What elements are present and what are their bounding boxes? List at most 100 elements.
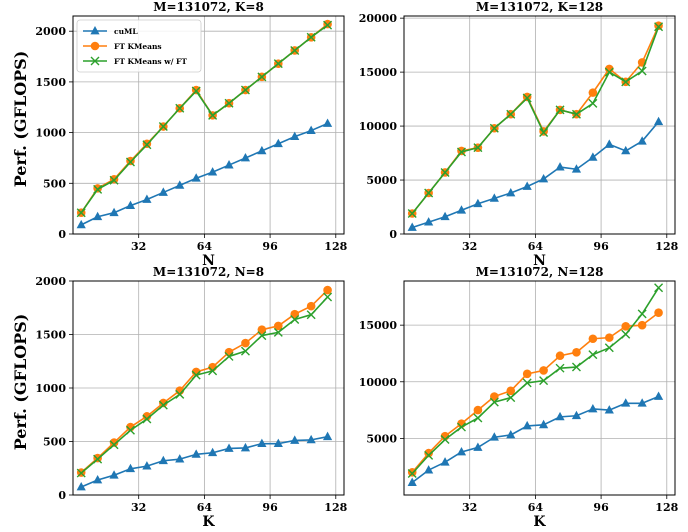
data-point-triangle — [522, 420, 532, 430]
y-tick-label: 5000 — [366, 432, 397, 445]
chart-panel-4: 32 64 96 128 5000 10000 15000 M=131072, N=128 K — [359, 265, 679, 530]
data-point-x — [637, 309, 647, 319]
data-point-x — [273, 59, 283, 69]
plot-frame — [403, 15, 676, 235]
data-point-x — [208, 366, 218, 376]
data-point-x — [522, 378, 532, 388]
x-tick-label: 128 — [655, 240, 678, 253]
data-point-x — [142, 140, 152, 150]
data-point-x — [539, 376, 549, 386]
series-line-1 — [411, 395, 659, 484]
data-point-circle — [290, 309, 300, 319]
data-point-triangle — [473, 198, 483, 208]
legend-marker-x — [90, 56, 100, 66]
x-tick-label: 32 — [131, 501, 146, 514]
y-tick-label: 500 — [43, 436, 66, 449]
y-tick-label: 10000 — [359, 376, 398, 389]
data-point-triangle — [424, 217, 434, 226]
data-point-x — [489, 397, 499, 407]
data-point-x — [290, 315, 300, 325]
plot-frame — [72, 280, 345, 496]
data-point-triangle — [175, 454, 185, 463]
chart-title: M=131072, K=128 — [476, 0, 603, 14]
x-tick-label: 64 — [197, 501, 213, 514]
data-point-x — [175, 389, 185, 399]
data-point-triangle — [522, 181, 532, 190]
data-point-x — [588, 350, 598, 360]
chart-panel-2: 32 64 96 128 0 5000 10000 15000 20000 M=131072, K… — [359, 0, 679, 269]
data-point-triangle — [322, 118, 333, 127]
y-tick-label: 0 — [58, 489, 66, 502]
data-point-circle — [588, 88, 598, 97]
data-point-triangle — [208, 167, 218, 176]
x-tick-label: 128 — [324, 240, 347, 253]
data-point-x — [522, 93, 532, 103]
data-point-triangle — [621, 145, 631, 155]
data-point-x — [175, 103, 185, 113]
y-tick-label: 500 — [43, 177, 66, 190]
data-point-x — [489, 123, 499, 133]
data-point-circle — [522, 369, 532, 379]
data-point-triangle — [224, 160, 234, 169]
data-point-triangle — [456, 446, 467, 456]
data-point-triangle — [208, 447, 218, 457]
data-point-circle — [588, 334, 598, 344]
series-line-1 — [80, 435, 328, 488]
data-point-x — [637, 66, 647, 76]
data-point-x — [604, 343, 614, 353]
data-point-x — [125, 157, 135, 167]
y-tick-label: 2000 — [35, 25, 66, 38]
data-point-triangle — [76, 481, 86, 491]
data-point-triangle — [142, 461, 152, 470]
x-tick-label: 96 — [593, 501, 609, 514]
data-point-circle — [572, 348, 581, 357]
data-point-triangle — [257, 438, 267, 448]
data-point-x — [240, 346, 250, 356]
x-tick-label: 32 — [462, 501, 477, 514]
data-point-circle — [555, 351, 565, 361]
data-point-circle — [506, 386, 516, 396]
data-point-triangle — [588, 403, 598, 413]
y-tick-label: 2000 — [35, 275, 66, 288]
y-tick-label: 10000 — [359, 120, 398, 133]
data-point-x — [208, 110, 218, 120]
data-point-circle — [621, 321, 631, 331]
data-point-x — [191, 86, 201, 96]
data-point-circle — [424, 448, 433, 458]
data-point-triangle — [489, 193, 499, 202]
data-point-x — [224, 351, 234, 361]
data-point-circle — [473, 405, 483, 415]
data-point-x — [323, 20, 333, 30]
legend-box — [76, 19, 202, 73]
y-tick-label: 15000 — [359, 319, 398, 332]
data-point-triangle — [273, 438, 283, 448]
data-point-x — [109, 175, 119, 185]
data-point-x — [424, 450, 434, 460]
legend-label: FT KMeans w/ FT — [114, 57, 187, 66]
data-point-x — [473, 143, 483, 153]
series-line-2 — [411, 312, 660, 473]
data-point-circle — [142, 412, 152, 421]
data-point-triangle — [306, 434, 316, 444]
data-point-triangle — [109, 207, 119, 217]
data-point-triangle — [125, 463, 136, 473]
x-tick-label: 32 — [131, 240, 146, 253]
series-line-2 — [80, 289, 329, 474]
x-tick-label: 96 — [262, 240, 278, 253]
y-axis-label: Perf. (GFLOPS) — [11, 51, 30, 188]
legend-label: cuML — [114, 27, 138, 36]
data-point-triangle — [240, 152, 251, 162]
data-point-x — [125, 425, 135, 435]
y-tick-label: 1500 — [35, 329, 66, 342]
data-point-x — [407, 468, 417, 478]
data-point-triangle — [76, 219, 86, 229]
data-point-circle — [257, 325, 267, 334]
legend-marker-triangle — [90, 26, 100, 35]
data-point-x — [456, 147, 466, 157]
data-point-x — [158, 400, 168, 410]
data-point-x — [76, 208, 86, 218]
data-point-circle — [274, 321, 283, 331]
x-tick-label: 64 — [528, 240, 544, 253]
legend-marker-circle — [90, 41, 100, 51]
